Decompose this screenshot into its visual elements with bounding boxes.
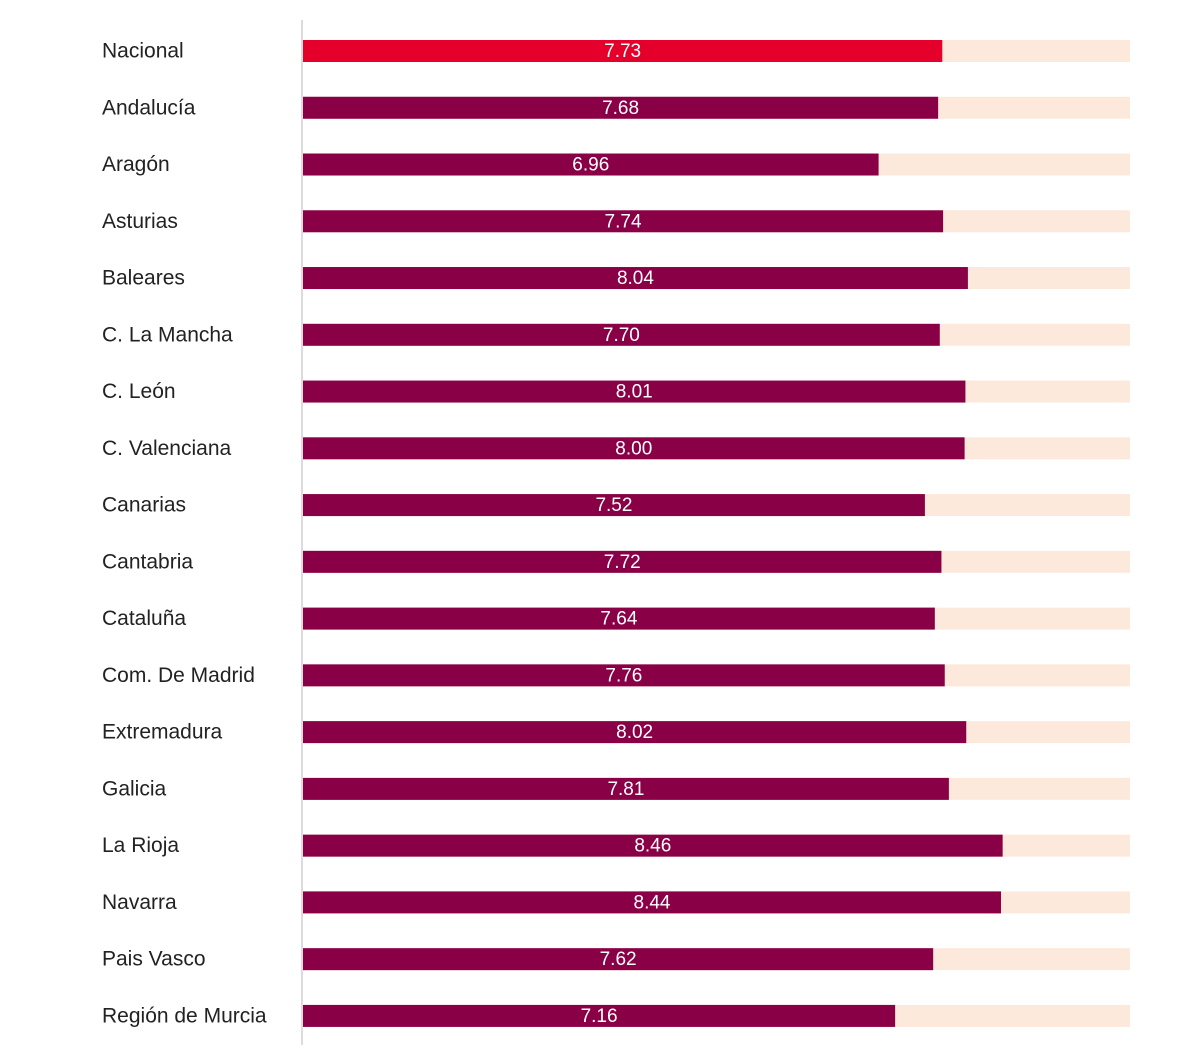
category-label: Galicia [102, 777, 167, 800]
bar [303, 664, 945, 687]
bar [303, 437, 965, 460]
data-label: 6.96 [572, 155, 609, 176]
data-label: 7.73 [604, 41, 641, 62]
bar [303, 948, 934, 971]
data-label: 7.72 [604, 552, 641, 573]
data-label: 8.46 [634, 836, 671, 857]
data-label: 7.62 [600, 949, 637, 970]
data-label: 7.76 [605, 665, 642, 686]
data-label: 8.02 [616, 722, 653, 743]
bar [303, 777, 949, 800]
category-label: C. Valenciana [102, 437, 232, 460]
data-label: 8.04 [617, 268, 654, 289]
data-label: 7.74 [605, 211, 642, 232]
bar [303, 153, 879, 176]
bar [303, 96, 939, 119]
bar [303, 721, 967, 744]
data-label: 8.44 [634, 892, 671, 913]
bar [303, 891, 1001, 914]
data-label: 7.16 [581, 1006, 618, 1027]
category-label: Navarra [102, 891, 177, 914]
category-label: Asturias [102, 210, 178, 233]
data-label: 7.81 [607, 779, 644, 800]
bar [303, 550, 942, 573]
bar [303, 210, 944, 233]
category-label: Aragón [102, 153, 170, 176]
bar [303, 40, 943, 62]
category-label: Baleares [102, 267, 185, 290]
category-label: Nacional [102, 40, 184, 63]
bar [303, 1004, 896, 1027]
data-label: 7.52 [595, 495, 632, 516]
data-label: 7.64 [600, 609, 637, 630]
category-label: Andalucía [102, 96, 196, 119]
category-label: Cataluña [102, 607, 186, 630]
category-label: Cantabria [102, 550, 193, 573]
category-label: Extremadura [102, 721, 223, 744]
bar [303, 834, 1003, 857]
bar [303, 607, 935, 630]
bar [303, 494, 925, 517]
category-label: Región de Murcia [102, 1004, 267, 1027]
category-label: Com. De Madrid [102, 664, 255, 687]
bar [303, 267, 968, 290]
data-label: 7.70 [603, 325, 640, 346]
bar [303, 323, 940, 346]
category-label: C. La Mancha [102, 323, 233, 346]
category-label: Canarias [102, 494, 186, 517]
data-label: 8.00 [615, 438, 652, 459]
category-label: Pais Vasco [102, 948, 206, 971]
data-label: 8.01 [616, 382, 653, 403]
data-label: 7.68 [602, 98, 639, 119]
category-label: C. León [102, 380, 176, 403]
category-label: La Rioja [102, 834, 179, 857]
bar [303, 380, 966, 403]
